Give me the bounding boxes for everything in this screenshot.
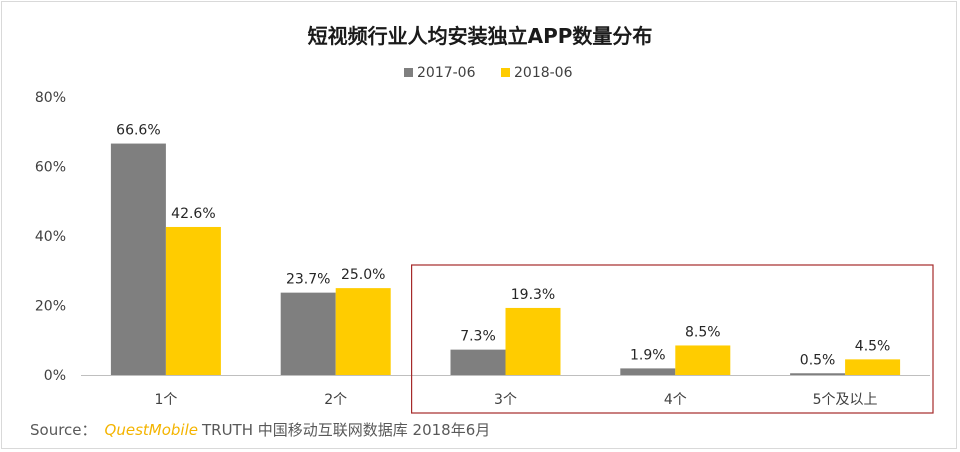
- bar-2017-06-4个: [620, 368, 676, 375]
- x-tick-label: 3个: [494, 392, 517, 408]
- x-tick-label: 2个: [324, 392, 347, 408]
- y-tick-label: 20%: [35, 299, 66, 315]
- legend-swatch-2018-06: [501, 68, 510, 77]
- data-label: 25.0%: [341, 267, 385, 283]
- bar-2018-06-3个: [505, 307, 561, 375]
- data-label: 66.6%: [116, 123, 160, 139]
- highlight-box: [411, 264, 934, 414]
- data-label: 4.5%: [855, 338, 891, 354]
- data-label: 23.7%: [286, 272, 330, 288]
- data-label: 8.5%: [685, 324, 721, 340]
- bar-2017-06-3个: [450, 349, 506, 375]
- legend-swatch-2017-06: [404, 68, 413, 77]
- data-label: 7.3%: [460, 329, 496, 345]
- source-note: Source： QuestMobile TRUTH 中国移动互联网数据库 2018年…: [30, 419, 490, 440]
- x-tick-label: 5个及以上: [813, 392, 878, 408]
- y-tick-label: 0%: [44, 368, 66, 384]
- legend-label-2017-06: 2017-06: [417, 65, 476, 81]
- data-label: 42.6%: [171, 206, 215, 222]
- data-label: 0.5%: [800, 352, 836, 368]
- data-label: 1.9%: [630, 347, 666, 363]
- data-label: 19.3%: [511, 287, 555, 303]
- bar-2017-06-1个: [110, 143, 166, 375]
- y-tick-label: 80%: [35, 90, 66, 106]
- x-tick-label: 4个: [664, 392, 687, 408]
- bar-2018-06-2个: [335, 288, 391, 375]
- source-prefix: Source：: [30, 421, 97, 439]
- bar-2018-06-5个及以上: [845, 359, 901, 375]
- bar-2017-06-5个及以上: [790, 373, 846, 375]
- legend-label-2018-06: 2018-06: [514, 65, 573, 81]
- x-tick-label: 1个: [154, 392, 177, 408]
- bar-2017-06-2个: [280, 292, 336, 375]
- source-text: TRUTH 中国移动互联网数据库 2018年6月: [201, 421, 491, 439]
- y-tick-label: 60%: [35, 160, 66, 176]
- bar-2018-06-4个: [675, 345, 731, 375]
- y-tick-label: 40%: [35, 229, 66, 245]
- source-brand: QuestMobile: [104, 421, 198, 439]
- chart-title: 短视频行业人均安装独立APP数量分布: [308, 24, 653, 48]
- bar-2018-06-1个: [165, 226, 221, 375]
